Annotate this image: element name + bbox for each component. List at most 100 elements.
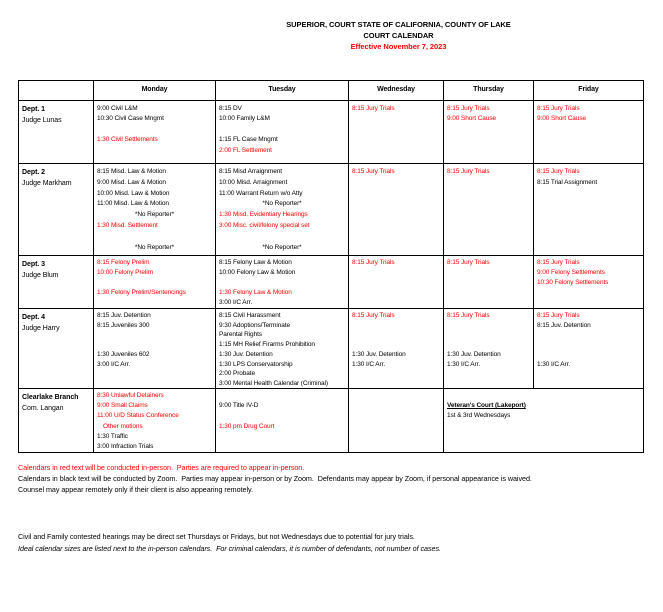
day-header-monday: Monday <box>94 81 216 101</box>
cell-dept4-tuesday: 8:15 Civil Harassment 9:30 Adoptions/Term… <box>216 309 349 389</box>
blank-line <box>219 125 348 135</box>
cell-dept2-friday: 8:15 Jury Trials 8:15 Trial Assignment <box>534 164 644 256</box>
calendar-entry: *No Reporter* <box>262 200 302 208</box>
cell-dept1-monday: 9:00 Civil L&M 10:30 Civil Case Mngmt 1:3… <box>94 101 216 164</box>
calendar-entry: 3:00 Misc. civil/felony special set <box>219 221 310 229</box>
calendar-entry: 8:15 DV <box>219 105 242 112</box>
cell-dept5-monday: 8:30 Unlawful Detainers 9:00 Small Claims… <box>94 389 216 453</box>
calendar-entry: 8:15 Jury Trials <box>537 312 580 319</box>
effective-date: Effective November 7, 2023 <box>350 42 447 51</box>
cell-dept2-tuesday: 8:15 Misd Arraignment 10:00 Misd. Arraign… <box>216 164 349 256</box>
calendar-entry: 9:00 Felony Settlements <box>537 269 605 276</box>
cell-dept2-thursday: 8:15 Jury Trials <box>444 164 534 256</box>
calendar-entry: 11:00 Warrant Return w/o Atty <box>219 189 303 197</box>
calendar-entry: 1:30 Civil Settlements <box>97 136 158 144</box>
footnotes-block: Civil and Family contested hearings may … <box>18 531 658 555</box>
calendar-entry: 2:00 FL Settlement <box>219 146 272 154</box>
calendar-entry: 10:00 Misd. Arraignment <box>219 178 288 186</box>
footnote-line: Civil and Family contested hearings may … <box>18 532 415 541</box>
blank-line <box>537 340 643 350</box>
cell-dept3-thursday: 8:15 Jury Trials <box>444 256 534 309</box>
cell-dept1-friday: 8:15 Jury Trials 9:00 Short Cause <box>534 101 644 164</box>
blank-line <box>447 391 643 401</box>
calendar-entry: 1:30 Juveniles 602 <box>97 350 150 358</box>
calendar-entry: 1:30 I/C Arr. <box>537 360 571 368</box>
blank-line <box>219 391 348 401</box>
calendar-entry: 1:30 Misd. Evidentiary Hearings <box>219 211 308 219</box>
calendar-entry: 11:00 Misd. Law & Motion <box>97 200 169 208</box>
day-header-thursday: Thursday <box>444 81 534 101</box>
calendar-entry: 8:30 Unlawful Detainers <box>97 392 164 399</box>
cell-dept3-monday: 8:15 Felony Prelim 10:00 Felony Prelim 1:… <box>94 256 216 309</box>
calendar-entry: 10:00 Felony Prelim <box>97 269 153 276</box>
footnote-line: Ideal calendar sizes are listed next to … <box>18 544 441 553</box>
court-title: SUPERIOR, COURT STATE OF CALIFORNIA, COU… <box>286 20 511 29</box>
calendar-entry: 10:30 Civil Case Mngmt <box>97 115 164 123</box>
calendar-entry: 3:00 I/C Arr. <box>97 360 131 368</box>
calendar-entry: 10:30 Felony Settlements <box>537 279 609 286</box>
calendar-entry: 9:00 Short Cause <box>537 115 586 123</box>
cell-dept4-friday: 8:15 Jury Trials 8:15 Juv. Detention 1:30… <box>534 309 644 389</box>
dept-cell-3: Dept. 3 Judge Blum <box>19 256 94 309</box>
calendar-entry: 1:30 I/C Arr. <box>352 360 386 368</box>
blank-line <box>352 340 443 350</box>
calendar-entry: 10:00 Misd. Law & Motion <box>97 189 170 197</box>
dept-cell-4: Dept. 4 Judge Harry <box>19 309 94 389</box>
blank-line <box>97 232 215 243</box>
calendar-entry: 1:30 Juv. Detention <box>352 350 406 358</box>
day-header-tuesday: Tuesday <box>216 81 349 101</box>
calendar-entry: 3:00 Infraction Trials <box>97 443 154 451</box>
calendar-entry: 10:00 Family L&M <box>219 115 270 123</box>
calendar-entry: 8:15 Misd Arraignment <box>219 168 282 175</box>
calendar-entry: 8:15 Civil Harassment <box>219 312 281 319</box>
calendar-entry: 1:15 FL Case Mngmt <box>219 136 278 144</box>
dept-cell-2: Dept. 2 Judge Markham <box>19 164 94 256</box>
calendar-entry: 8:15 Jury Trials <box>537 168 580 175</box>
calendar-entry: 1:30 pm Drug Court <box>219 422 275 430</box>
calendar-entry: 1:30 Juv. Detention <box>447 350 501 358</box>
note-line: Calendars in black text will be conducte… <box>18 474 532 484</box>
dept-name: Dept. 4 <box>22 314 45 321</box>
day-header-friday: Friday <box>534 81 644 101</box>
calendar-entry: 8:15 Juv. Detention <box>537 321 591 329</box>
dept-name: Dept. 1 <box>22 106 45 113</box>
cell-dept4-wednesday: 8:15 Jury Trials 1:30 Juv. Detention 1:30… <box>349 309 444 389</box>
calendar-title: COURT CALENDAR <box>363 31 434 40</box>
calendar-entry: 1:30 Juv. Detention <box>219 350 273 358</box>
dept-name: Clearlake Branch <box>22 394 79 401</box>
title-block: SUPERIOR, COURT STATE OF CALIFORNIA, COU… <box>67 19 663 52</box>
blank-line <box>447 330 533 340</box>
calendar-entry: 3:00 I/C Arr. <box>219 299 253 306</box>
calendar-entry: 9:00 Short Cause <box>447 115 496 123</box>
cell-dept1-tuesday: 8:15 DV 10:00 Family L&M 1:15 FL Case Mng… <box>216 101 349 164</box>
note-line: Calendars in red text will be conducted … <box>18 463 305 472</box>
blank-line <box>447 321 533 331</box>
calendar-entry: 3:00 Mental Health Calendar (Criminal) <box>219 379 328 387</box>
blank-line <box>352 321 443 331</box>
calendar-entry: *No Reporter* <box>134 211 175 219</box>
calendar-entry: 8:15 Jury Trials <box>352 168 395 175</box>
calendar-entry: 8:15 Felony Law & Motion <box>219 259 292 266</box>
calendar-entry: 8:15 Jury Trials <box>447 259 490 266</box>
calendar-entry: 10:00 Felony Law & Motion <box>219 269 296 276</box>
calendar-entry: Veteran's Court (Lakeport) <box>447 402 526 410</box>
blank-line <box>97 330 215 340</box>
calendar-entry: 11:00 U/D Status Conference <box>97 412 179 420</box>
calendar-entry: 1:30 LPS Conservatorship <box>219 360 293 368</box>
calendar-entry: 8:15 Misd. Law & Motion <box>97 168 166 175</box>
calendar-entry: 1:30 I/C Arr. <box>447 360 481 368</box>
calendar-entry: 9:00 Civil L&M <box>97 105 138 112</box>
calendar-entry: 8:15 Jury Trials <box>447 168 490 175</box>
calendar-entry: 8:15 Jury Trials <box>352 312 395 319</box>
cell-dept2-monday: 8:15 Misd. Law & Motion 9:00 Misd. Law & … <box>94 164 216 256</box>
judge-name: Judge Lunas <box>22 117 62 124</box>
judge-name: Judge Harry <box>22 325 60 332</box>
blank-line <box>447 340 533 350</box>
calendar-entry: 8:15 Juv. Detention <box>97 312 151 319</box>
cell-dept3-tuesday: 8:15 Felony Law & Motion 10:00 Felony Law… <box>216 256 349 309</box>
calendar-entry: 1:30 Misd. Settlement <box>97 221 158 229</box>
blank-line <box>97 278 215 288</box>
judge-name: Judge Markham <box>22 180 72 187</box>
cell-dept4-monday: 8:15 Juv. Detention 8:15 Juveniles 300 1:… <box>94 309 216 389</box>
day-header-wednesday: Wednesday <box>349 81 444 101</box>
